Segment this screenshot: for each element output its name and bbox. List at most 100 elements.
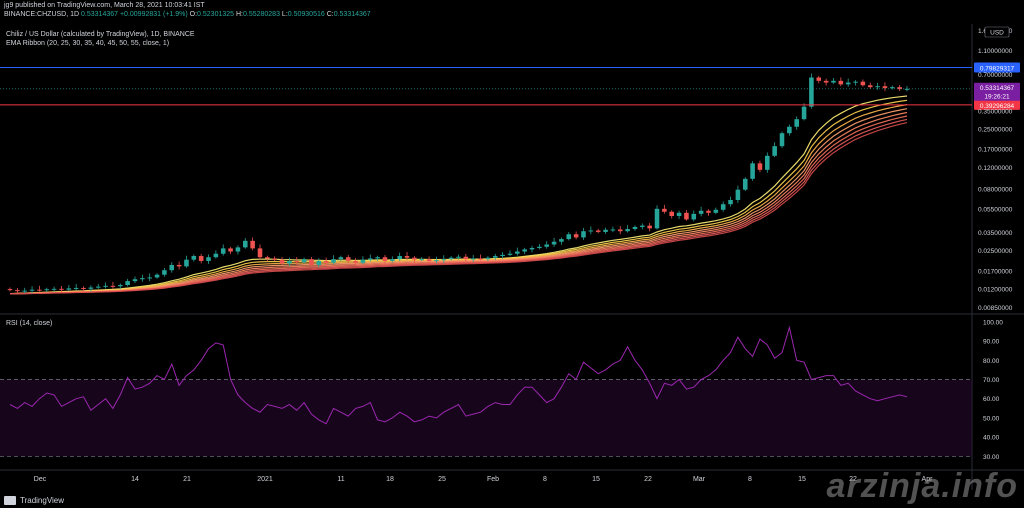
candle-body [581, 231, 586, 238]
candle [669, 210, 675, 219]
candle-body [772, 146, 777, 156]
candle [544, 241, 550, 249]
candle-body [904, 88, 910, 90]
candle [22, 287, 27, 294]
candle-body [647, 225, 652, 229]
candle-body [154, 274, 160, 278]
candle [103, 282, 108, 289]
candle [676, 210, 682, 219]
candle-body [103, 285, 108, 287]
candle-body [544, 244, 550, 247]
hline-label-bg [974, 62, 1020, 73]
ema-ribbon-legend[interactable]: EMA Ribbon (20, 25, 30, 35, 40, 45, 50, … [6, 40, 170, 47]
candle-body [390, 259, 395, 261]
candle-body [669, 211, 675, 216]
candle [625, 225, 630, 233]
candle-body [765, 155, 770, 170]
candle [794, 116, 799, 130]
candle-body [845, 82, 851, 85]
candle [742, 177, 748, 192]
candle [59, 286, 64, 293]
candle [448, 256, 454, 261]
candle [242, 238, 248, 249]
candle-body [801, 106, 807, 120]
time-tick: 8 [543, 476, 547, 483]
candle [904, 86, 910, 92]
candle [147, 273, 152, 282]
candle [823, 78, 829, 86]
price-tick: 0.25000000 [978, 126, 1013, 133]
open-label: O: [189, 11, 198, 18]
candle-body [375, 257, 380, 259]
candle-body [132, 279, 138, 282]
candle-body [206, 257, 211, 261]
candle-body [625, 229, 630, 232]
candle-body [59, 288, 64, 290]
candle-body [485, 257, 491, 260]
hline-label: 0.39296284 [980, 103, 1015, 110]
rsi-tick: 100.00 [983, 319, 1003, 326]
candle-body [213, 253, 219, 258]
candle-body [301, 259, 307, 263]
candle [492, 253, 498, 261]
ema-line-55 [9, 122, 908, 295]
candle-body [698, 210, 704, 214]
candle-body [37, 289, 42, 291]
candle-body [507, 253, 513, 255]
price-tick: 0.35000000 [978, 109, 1013, 116]
rsi-legend[interactable]: RSI (14, close) [6, 320, 53, 327]
candle [529, 245, 535, 253]
candle [515, 247, 520, 256]
time-tick: 11 [337, 476, 344, 483]
time-tick: Feb [487, 476, 499, 483]
candle [845, 78, 851, 87]
candle [456, 254, 461, 260]
candle [720, 201, 726, 212]
candle [831, 78, 836, 84]
candle-body [610, 229, 616, 231]
candle-body [140, 278, 145, 280]
candle-body [15, 290, 20, 292]
candle [353, 258, 358, 266]
candle [110, 281, 116, 289]
tradingview-logo[interactable]: TradingView [4, 496, 64, 505]
candle-body [640, 225, 645, 227]
candle-body [441, 259, 447, 261]
candle-body [757, 163, 763, 170]
candle [73, 283, 79, 291]
candle [647, 222, 652, 232]
candle [191, 254, 197, 262]
candle [654, 205, 660, 230]
candle [860, 79, 866, 87]
candle [706, 209, 711, 216]
candle-body [691, 213, 697, 220]
candle [559, 237, 564, 245]
candle [632, 225, 638, 231]
time-tick: 15 [798, 476, 806, 483]
rsi-tick: 30.00 [983, 454, 1000, 461]
candles [7, 73, 910, 294]
candle-body [515, 251, 520, 254]
candle-body [331, 259, 336, 263]
candle-body [382, 257, 388, 261]
candle [772, 142, 777, 158]
candle-body [265, 257, 270, 259]
candle-body [294, 260, 300, 263]
price-change: +0.00992831 (+1.9%) [119, 11, 188, 18]
candle-body [551, 241, 557, 245]
candle [588, 226, 594, 235]
hline-label: 0.79829317 [980, 65, 1015, 72]
candle [235, 245, 241, 255]
last-price-tag-bg [974, 82, 1020, 101]
watermark: arzinja.info [826, 467, 1018, 505]
candle [265, 255, 270, 262]
time-tick: 8 [748, 476, 752, 483]
candle-body [831, 80, 836, 83]
time-tick: 15 [592, 476, 600, 483]
candle [419, 256, 425, 262]
candle [140, 274, 145, 282]
candle [81, 286, 86, 292]
candle-body [742, 178, 748, 190]
candle-body [44, 289, 50, 291]
